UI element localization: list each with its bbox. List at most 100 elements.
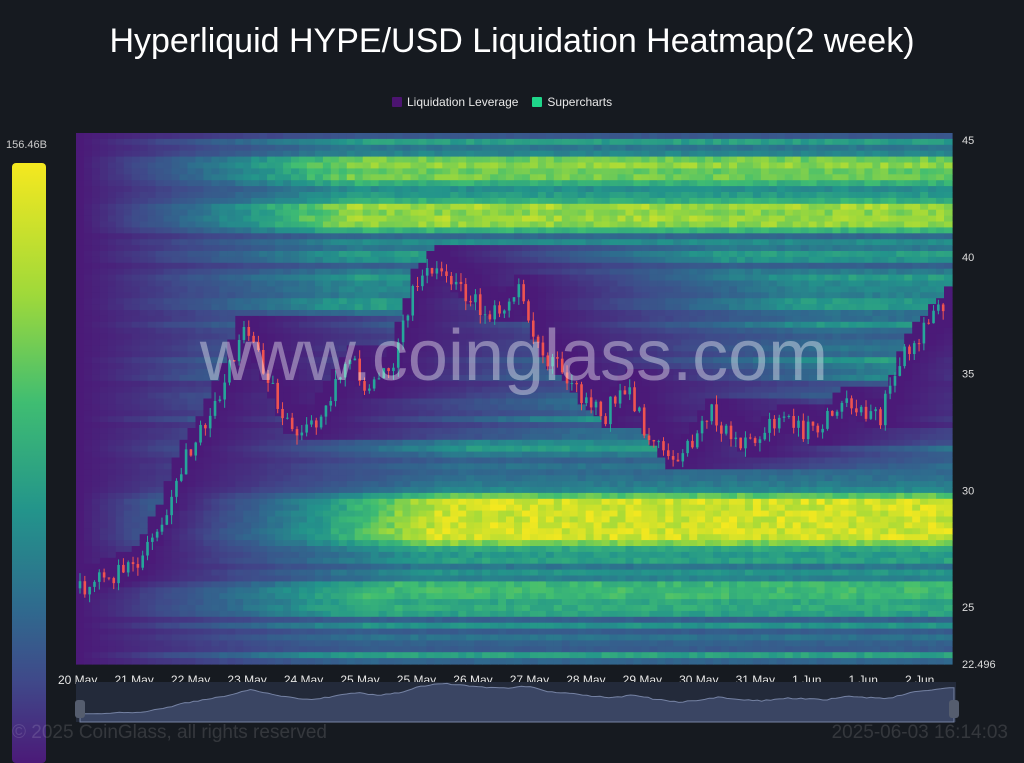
heatmap-cell — [283, 469, 292, 476]
heatmap-cell — [76, 239, 85, 246]
heatmap-cell — [267, 481, 276, 488]
heatmap-cell — [243, 315, 252, 323]
heatmap-cell — [466, 156, 475, 164]
heatmap-cell — [394, 292, 404, 299]
heatmap-cell — [147, 180, 157, 187]
heatmap-cell — [306, 339, 316, 346]
heatmap-cell — [434, 274, 443, 282]
heatmap-cell — [99, 186, 109, 193]
heatmap-cell — [227, 522, 236, 529]
heatmap-cell — [259, 557, 268, 565]
heatmap-cell — [259, 575, 268, 582]
heatmap-cell — [99, 174, 109, 181]
heatmap-cell — [346, 451, 356, 459]
heatmap-cell — [91, 386, 101, 394]
heatmap-cell — [251, 498, 260, 506]
heatmap-cell — [354, 581, 364, 588]
heatmap-cell — [410, 428, 420, 435]
heatmap-cell — [490, 504, 499, 512]
heatmap-cell — [251, 280, 260, 287]
heatmap-cell — [99, 168, 109, 175]
heatmap-cell — [370, 374, 380, 382]
heatmap-cell — [195, 398, 205, 405]
heatmap-cell — [203, 304, 212, 311]
heatmap-cell — [330, 133, 340, 140]
heatmap-cell — [99, 581, 109, 588]
heatmap-cell — [76, 162, 85, 169]
heatmap-cell — [187, 416, 197, 423]
heatmap-cell — [466, 433, 475, 441]
heatmap-cell — [195, 498, 205, 506]
heatmap-cell — [251, 192, 260, 199]
heatmap-cell — [275, 516, 284, 523]
heatmap-cell — [338, 209, 348, 217]
heatmap-cell — [354, 310, 364, 317]
heatmap-cell — [84, 416, 93, 423]
heatmap-cell — [283, 605, 292, 612]
heatmap-cell — [418, 457, 427, 464]
heatmap-cell — [394, 422, 404, 429]
heatmap-cell — [434, 186, 443, 193]
heatmap-cell — [410, 133, 420, 140]
heatmap-cell — [434, 357, 443, 364]
heatmap-cell — [251, 357, 260, 364]
heatmap-cell — [139, 640, 149, 647]
heatmap-cell — [259, 504, 268, 512]
heatmap-cell — [219, 433, 228, 441]
heatmap-cell — [386, 498, 396, 506]
heatmap-cell — [107, 245, 117, 252]
heatmap-cell — [76, 215, 85, 223]
heatmap-cell — [283, 162, 292, 169]
heatmap-cell — [155, 551, 165, 559]
heatmap-cell — [259, 197, 268, 205]
heatmap-cell — [458, 569, 467, 577]
heatmap-cell — [498, 310, 507, 317]
heatmap-cell — [410, 227, 420, 234]
heatmap-cell — [163, 292, 173, 299]
heatmap-cell — [91, 504, 101, 512]
heatmap-cell — [123, 339, 133, 346]
heatmap-cell — [402, 262, 412, 270]
heatmap-cell — [131, 616, 141, 624]
heatmap-cell — [235, 268, 244, 276]
heatmap-cell — [466, 351, 475, 358]
legend-item-supercharts[interactable]: Supercharts — [532, 95, 612, 109]
heatmap-cell — [123, 428, 133, 435]
heatmap-cell — [211, 363, 220, 370]
heatmap-cell — [283, 622, 292, 630]
heatmap-cell — [442, 504, 451, 512]
heatmap-cell — [442, 144, 451, 152]
heatmap-cell — [259, 180, 268, 187]
heatmap-cell — [76, 150, 85, 158]
heatmap-cell — [410, 251, 420, 258]
heatmap-cell — [346, 463, 356, 470]
heatmap-cell — [450, 186, 459, 193]
heatmap-cell — [402, 634, 412, 641]
heatmap-cell — [195, 416, 205, 423]
heatmap-cell — [227, 262, 236, 270]
heatmap-cell — [219, 546, 228, 553]
heatmap-cell — [482, 221, 491, 228]
heatmap-cell — [482, 351, 491, 358]
heatmap-cell — [91, 404, 101, 411]
heatmap-cell — [474, 534, 483, 541]
heatmap-cell — [211, 197, 220, 205]
heatmap-cell — [322, 428, 332, 435]
heatmap-cell — [163, 327, 173, 335]
heatmap-cell — [450, 433, 459, 441]
heatmap-cell — [139, 463, 149, 470]
heatmap-cell — [370, 622, 380, 630]
heatmap-cell — [362, 404, 372, 411]
heatmap-cell — [474, 245, 483, 252]
heatmap-cell — [155, 392, 165, 400]
heatmap-cell — [490, 168, 499, 175]
heatmap-cell — [163, 546, 173, 553]
heatmap-cell — [171, 374, 181, 382]
heatmap-cell — [115, 174, 125, 181]
heatmap-cell — [211, 428, 220, 435]
heatmap-cell — [243, 321, 252, 329]
heatmap-cell — [299, 599, 308, 606]
heatmap-cell — [434, 640, 443, 647]
heatmap-cell — [386, 534, 396, 541]
legend-item-liquidation-leverage[interactable]: Liquidation Leverage — [392, 95, 518, 109]
